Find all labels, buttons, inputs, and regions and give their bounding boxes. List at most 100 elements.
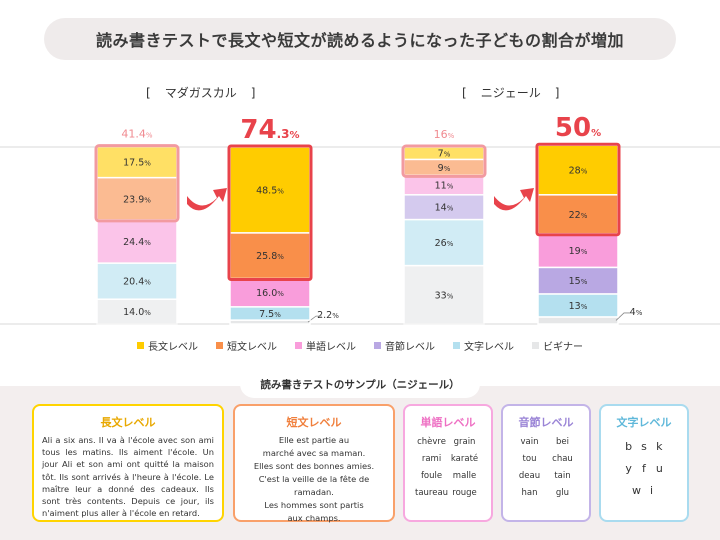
sample-card-word: 単語レベル chèvre grain rami karaté foule malle … [403,404,493,522]
legend-item-beginner: ビギナー [532,338,583,353]
legend-label: 音節レベル [385,342,435,353]
sample-word: chèvre [417,437,446,447]
card-title: 音節レベル [518,416,574,429]
bar-segment [96,176,178,221]
segment-value-label: 17.5% [123,158,151,169]
segment-value-label: 4% [630,307,643,318]
legend-label: ビギナー [543,342,583,353]
legend-label: 文字レベル [464,342,514,353]
chart-legend: 長文レベル 短文レベル 単語レベル 音節レベル 文字レベル ビギナー [0,338,720,353]
highlight-frame-after [227,144,313,282]
bar-segment [96,298,178,325]
bar-segment [229,277,311,308]
legend-swatch [453,342,460,349]
sample-letter: w [632,484,641,497]
region-name: ニジェール [480,86,541,100]
bar-segment [96,145,178,179]
sample-letter: y [625,462,632,475]
sample-letter: s [641,440,647,453]
bar-segment [403,264,485,325]
legend-item-long: 長文レベル [137,338,198,353]
page-title: 読み書きテストで長文や短文が読めるようになった子どもの割合が増加 [44,18,676,60]
legend-swatch [295,342,302,349]
text-line: Elles sont des bonnes amies. [253,461,375,471]
segment-value-label: 19% [569,246,588,257]
bar-segment [403,218,485,267]
sample-card-sound: 音節レベル vain bei tou chau deau tain han glu [501,404,591,522]
sample-syllable: han [521,488,538,498]
card-text: Elle est partie au marché avec sa maman.… [235,430,393,525]
segment-value-label: 2.2% [317,310,339,321]
legend-item-short: 短文レベル [216,338,277,353]
legend-item-word: 単語レベル [295,338,356,353]
bar-segment [403,194,485,221]
segment-value-label: 7.5% [259,309,281,320]
segment-value-label: 9% [438,163,451,174]
sample-word: foule [420,471,443,481]
total-label-after: 74.3% [240,115,299,145]
region-name: マダガスカル [164,86,237,100]
legend-swatch [216,342,223,349]
bar-segment [229,232,311,280]
segment-value-label: 26% [435,238,454,249]
highlight-frame-before [401,144,487,178]
legend-swatch [374,342,381,349]
sample-letter: u [655,462,663,475]
region-label-madagascar: [マダガスカル] [146,86,256,100]
sample-word: grain [453,437,476,447]
highlight-frame-after [535,142,621,237]
sample-syllable: bei [556,437,569,447]
card-title: 文字レベル [616,416,672,429]
segment-value-label: 22% [569,210,588,221]
sample-card-long: 長文レベル Ali a six ans. Il va à l'école ave… [32,404,224,522]
region-label-niger: [ニジェール] [462,86,560,100]
legend-swatch [137,342,144,349]
sample-word: karaté [450,454,479,464]
stacked-bar-chart: 14.0% 20.4% 24.4% 23.9% 17.5% 41.4% 2.2% 7.5% 16… [0,113,720,325]
segment-value-label: 48.5% [256,185,284,196]
total-label-before: 41.4% [121,128,153,141]
segment-value-label: 25.8% [256,251,284,262]
card-text: Ali a six ans. Il va à l'école avec son … [42,435,214,519]
segment-value-label: 14.0% [123,307,151,318]
total-label-before: 16% [434,128,455,141]
segment-value-label: 13% [569,301,588,312]
text-line: Elle est partie au [278,435,350,445]
bar-segment [96,219,178,264]
segment-value-label: 20.4% [123,277,151,288]
sample-letter: b [625,440,633,453]
segment-value-label: 15% [569,276,588,287]
bar-segment [537,266,619,295]
segment-value-label: 33% [435,290,454,301]
segment-value-label: 16.0% [256,288,284,299]
segment-value-label: 28% [569,166,588,177]
sample-section-title: 読み書きテストのサンプル（ニジェール） [240,370,480,398]
sample-card-short: 短文レベル Elle est partie au marché avec sa … [233,404,395,525]
sample-word: rami [421,454,442,464]
callout-line [615,312,630,321]
sample-letter: i [649,484,654,497]
text-line: Les hommes sont partis [264,500,364,510]
legend-item-letter: 文字レベル [453,338,514,353]
legend-label: 短文レベル [227,342,277,353]
text-line: marché avec sa maman. [262,448,366,458]
sample-syllable: vain [520,437,539,447]
sample-syllable: deau [518,471,541,481]
segment-value-label: 14% [435,203,454,214]
sample-letter: k [656,440,663,453]
sample-syllable: tain [554,471,571,481]
highlight-frame-before [94,144,180,223]
total-label-after: 50% [555,113,601,143]
arrow-icon [494,188,534,211]
card-title: 長文レベル [100,416,156,429]
syllable-grid: vain bei tou chau deau tain han glu [503,430,589,502]
text-line: C'est la veille de la fête de ramadan. [258,474,370,497]
sample-syllable: glu [555,488,570,498]
sample-syllable: chau [552,454,573,464]
sample-word: malle [452,471,477,481]
legend-label: 単語レベル [306,342,356,353]
bar-segment [537,316,619,325]
